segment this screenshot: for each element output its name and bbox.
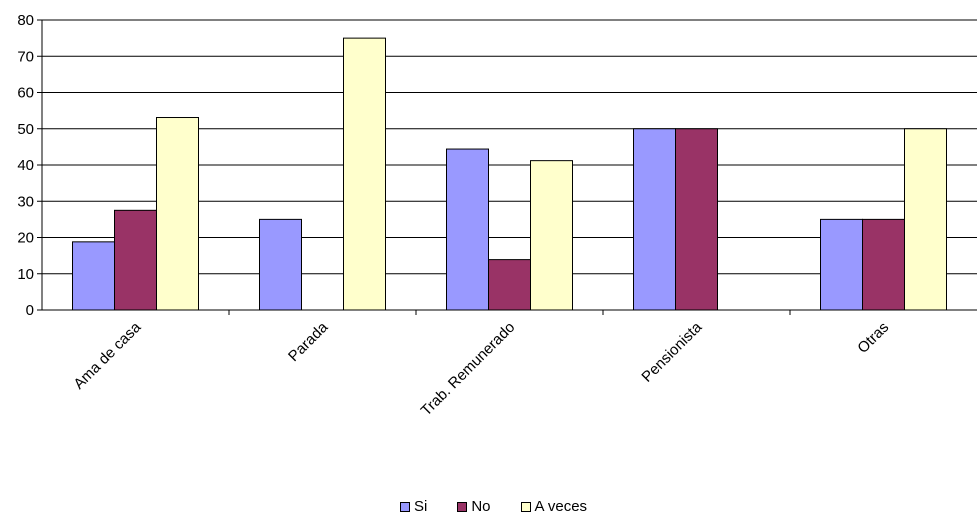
bar-a-veces-4: [904, 128, 947, 311]
legend-label: Si: [414, 498, 428, 515]
bar-si-0: [72, 241, 115, 311]
y-tick-labels: 0 10 20 30 40 50 60 70 80: [17, 12, 34, 319]
bar-si-2: [446, 148, 489, 311]
legend-swatch: [520, 502, 531, 512]
legend-label: A veces: [534, 498, 588, 515]
category-label: Ama de casa: [70, 318, 144, 392]
legend-swatch: [457, 502, 468, 512]
y-tick-label: 40: [17, 157, 34, 174]
y-tick-label: 0: [26, 302, 34, 319]
category-label: Otras: [854, 319, 892, 357]
legend: Si No A veces: [0, 498, 979, 518]
category-label: Trab. Remunerado: [418, 319, 519, 420]
y-tick-label: 30: [17, 193, 34, 210]
y-tick-label: 70: [17, 48, 34, 65]
bar-no-3: [675, 128, 718, 311]
bar-si-1: [259, 218, 302, 311]
legend-item-si: Si: [400, 498, 427, 516]
bar-no-4: [862, 218, 905, 311]
bar-a-veces-1: [343, 37, 386, 311]
y-tick-label: 60: [17, 85, 34, 102]
legend-label: No: [471, 498, 491, 515]
bars: [72, 37, 947, 311]
y-tick-label: 20: [17, 230, 34, 247]
bar-no-0: [114, 209, 157, 311]
legend-items: Si No A veces: [400, 498, 587, 516]
category-label: Parada: [285, 318, 332, 365]
legend-item-no: No: [457, 498, 491, 516]
category-labels: Ama de casa Parada Trab. Remunerado Pension…: [70, 318, 892, 419]
bar-a-veces-2: [530, 160, 573, 311]
category-label: Pensionista: [638, 318, 705, 385]
bar-no-2: [488, 259, 531, 311]
bar-chart: 0 10 20 30 40 50 60 70 80 Ama de casa Parada Trab.…: [17, 12, 977, 419]
legend-swatch: [400, 502, 410, 512]
y-tick-label: 50: [17, 121, 34, 138]
bar-si-3: [633, 128, 676, 311]
bar-a-veces-0: [156, 117, 199, 311]
y-tick-label: 80: [17, 12, 34, 29]
bar-si-4: [820, 218, 863, 311]
y-tick-label: 10: [17, 266, 34, 283]
legend-item-a-veces: A veces: [520, 498, 588, 516]
